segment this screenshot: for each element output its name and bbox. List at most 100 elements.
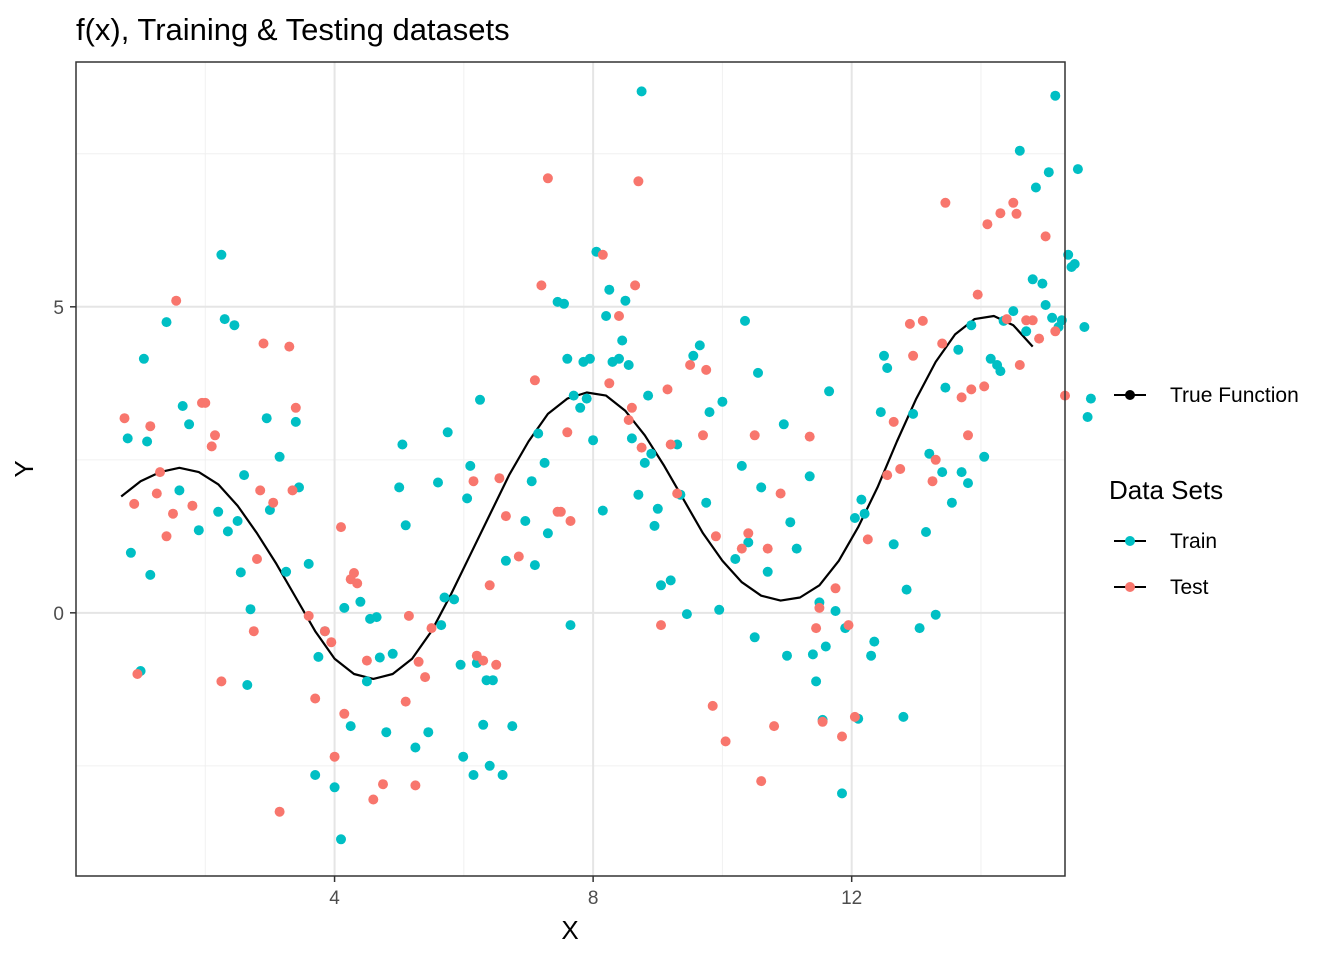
train-point (274, 451, 285, 462)
test-point (426, 623, 437, 634)
test-point (597, 249, 608, 260)
train-point (937, 467, 948, 478)
train-point (526, 476, 537, 487)
test-point (849, 711, 860, 722)
test-series (119, 173, 1070, 817)
train-point (529, 560, 540, 571)
train-point (875, 407, 886, 418)
test-point (274, 806, 285, 817)
train-point (633, 489, 644, 500)
train-point (562, 353, 573, 364)
train-point (290, 416, 301, 427)
test-point (633, 176, 644, 187)
train-point (484, 760, 495, 771)
plot-background (76, 62, 1065, 876)
test-point (656, 620, 666, 631)
test-point (756, 776, 767, 787)
train-point (626, 433, 637, 444)
test-point (468, 476, 479, 487)
train-point (782, 650, 792, 661)
test-point (979, 381, 990, 392)
train-point (235, 567, 246, 578)
train-point (584, 353, 595, 364)
test-point (536, 280, 547, 291)
train-point (701, 497, 712, 508)
train-point (601, 311, 612, 321)
train-point (465, 460, 476, 471)
test-point (720, 736, 731, 747)
train-point (656, 580, 666, 591)
test-point (562, 427, 573, 438)
train-point (442, 427, 453, 438)
train-point (213, 506, 224, 517)
train-point (824, 386, 835, 397)
train-point (433, 477, 443, 488)
train-point (623, 360, 634, 370)
test-point (707, 700, 718, 711)
train-point (694, 340, 705, 351)
test-point (888, 416, 899, 427)
train-point (995, 366, 1006, 377)
train-point (820, 641, 831, 652)
axis-ticks: 4 8 12 0 5 (53, 298, 862, 909)
train-point (568, 390, 579, 401)
test-point (352, 578, 363, 589)
test-point (513, 551, 524, 562)
test-point (940, 197, 951, 208)
train-point (1047, 312, 1058, 323)
train-point (1040, 300, 1051, 310)
test-point (685, 360, 696, 370)
train-point (597, 505, 608, 516)
y-tick-label: 5 (53, 298, 64, 319)
train-point (985, 353, 996, 364)
test-point (775, 488, 786, 499)
train-point (681, 609, 692, 620)
train-point (1050, 90, 1061, 101)
legend-train-label: Train (1170, 530, 1217, 553)
train-point (859, 508, 870, 519)
test-point (804, 431, 815, 442)
train-point (946, 497, 957, 508)
train-point (643, 390, 654, 401)
test-point (119, 413, 130, 424)
train-point (898, 711, 909, 722)
test-point (956, 392, 967, 403)
train-point (665, 575, 676, 586)
train-point (736, 460, 747, 471)
chart-title: f(x), Training & Testing datasets (76, 12, 510, 47)
train-point (520, 516, 531, 526)
train-point (423, 727, 434, 738)
data-points (119, 86, 1096, 845)
train-point (717, 396, 728, 407)
test-point (132, 669, 143, 679)
test-point (811, 623, 822, 634)
test-point (982, 219, 993, 230)
train-point (921, 527, 931, 537)
train-point (458, 751, 469, 762)
x-axis-title: X (561, 915, 578, 945)
train-point (617, 335, 628, 346)
test-point (701, 364, 712, 375)
train-point (688, 350, 699, 361)
train-point (908, 408, 919, 419)
train-point (174, 485, 185, 496)
train-point (397, 439, 408, 450)
train-point (849, 513, 860, 523)
test-point (349, 568, 359, 578)
test-point (258, 338, 269, 349)
train-point (345, 721, 356, 732)
test-point (206, 441, 217, 452)
train-point (882, 363, 893, 373)
test-point (817, 716, 828, 727)
train-point (559, 298, 569, 309)
test-point (636, 442, 647, 453)
train-point (122, 433, 133, 444)
test-point (255, 485, 266, 496)
train-point (436, 620, 447, 631)
test-point (908, 350, 919, 361)
test-point (378, 779, 388, 790)
test-point (937, 338, 948, 349)
legend-true-function-label: True Function (1170, 384, 1299, 407)
train-point (361, 676, 372, 687)
test-point (963, 430, 973, 441)
